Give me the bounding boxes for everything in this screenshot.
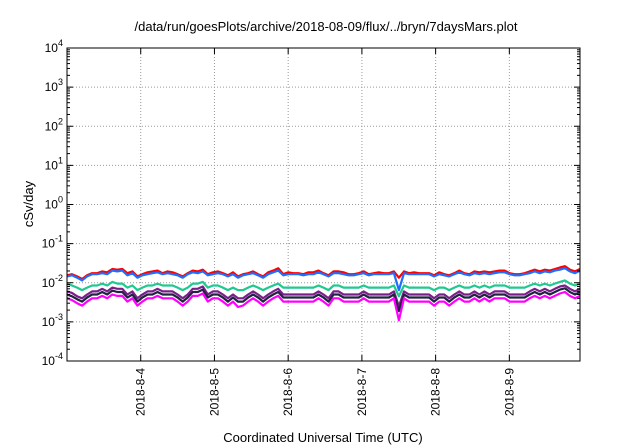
y-tick-label: 101 (45, 155, 63, 172)
y-tick-label: 104 (45, 38, 63, 55)
x-tick-label: 2018-8-5 (207, 368, 221, 416)
series-line (66, 290, 581, 322)
series-line (66, 284, 581, 308)
x-tick-label: 2018-8-6 (281, 368, 295, 416)
y-tick-label: 10-1 (42, 234, 63, 251)
x-tick-label: 2018-8-4 (134, 368, 148, 416)
series-group (66, 265, 581, 322)
x-tick-label: 2018-8-7 (355, 368, 369, 416)
axis-ticks (67, 47, 580, 362)
x-tick-label: 2018-8-9 (502, 368, 516, 416)
x-tick-labels: 2018-8-4 2018-8-5 2018-8-6 2018-8-7 2018-8-8… (134, 368, 517, 416)
y-tick-label: 10-3 (42, 312, 63, 329)
series-line (66, 287, 581, 313)
y-tick-label: 10-2 (42, 273, 63, 290)
series-line (66, 267, 581, 292)
y-tick-label: 10-4 (42, 351, 63, 368)
chart-title: /data/run/goesPlots/archive/2018-08-09/f… (135, 19, 518, 34)
x-tick-label: 2018-8-8 (429, 368, 443, 416)
y-tick-label: 100 (45, 195, 63, 212)
y-tick-labels: 10-4 10-3 10-2 10-1 100 101 102 103 104 (42, 38, 63, 368)
y-tick-label: 103 (45, 77, 63, 94)
x-axis-label: Coordinated Universal Time (UTC) (223, 430, 422, 445)
y-axis-label: cSv/day (21, 180, 36, 227)
y-tick-label: 102 (45, 116, 63, 133)
series-line (66, 279, 581, 298)
grid (67, 48, 580, 361)
